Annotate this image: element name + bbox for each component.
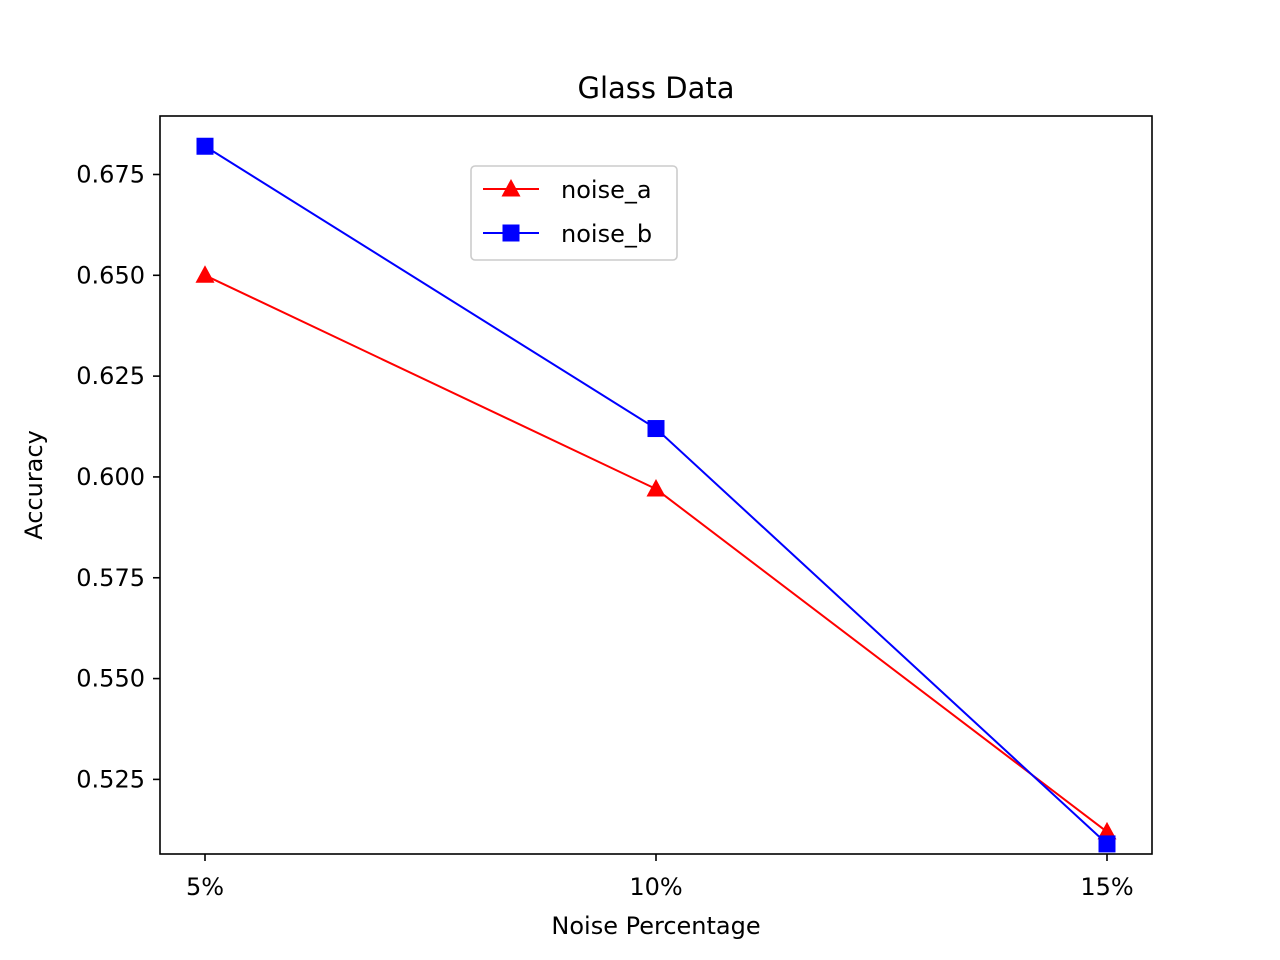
- legend: noise_a noise_b: [470, 165, 678, 261]
- series-layer: [195, 137, 1117, 853]
- x-axis-title: Noise Percentage: [551, 912, 760, 940]
- y-tick-label: 0.600: [76, 463, 145, 491]
- legend-entry: noise_b: [483, 220, 652, 248]
- legend-entry: noise_a: [483, 176, 652, 204]
- y-tick-label: 0.575: [76, 564, 145, 592]
- data-point: [195, 265, 215, 283]
- data-point: [1097, 821, 1117, 840]
- x-axis-ticks: 5% 10% 15%: [186, 854, 1134, 901]
- legend-marker: [501, 179, 521, 197]
- legend-entries: noise_a noise_b: [483, 176, 652, 248]
- chart-title: Glass Data: [578, 71, 735, 105]
- y-tick-label: 0.625: [76, 362, 145, 390]
- y-axis-title: Accuracy: [20, 430, 48, 540]
- y-tick-label: 0.525: [76, 765, 145, 793]
- y-tick-label: 0.675: [76, 160, 145, 188]
- series-noise_a: [195, 265, 1117, 840]
- data-point: [647, 420, 665, 438]
- data-point: [196, 137, 214, 155]
- plot-frame: [159, 115, 1153, 855]
- data-point: [1098, 835, 1116, 853]
- legend-marker: [502, 224, 520, 242]
- legend-label: noise_b: [561, 220, 652, 248]
- x-tick-label: 10%: [629, 873, 682, 901]
- legend-label: noise_a: [561, 176, 652, 204]
- x-tick-label: 5%: [186, 873, 224, 901]
- y-tick-label: 0.550: [76, 665, 145, 693]
- y-axis-ticks: 0.525 0.550 0.575 0.600 0.625 0.650 0.675: [76, 160, 160, 793]
- series-noise_b: [196, 137, 1116, 853]
- data-point: [646, 479, 666, 497]
- x-tick-label: 15%: [1080, 873, 1133, 901]
- y-tick-label: 0.650: [76, 261, 145, 289]
